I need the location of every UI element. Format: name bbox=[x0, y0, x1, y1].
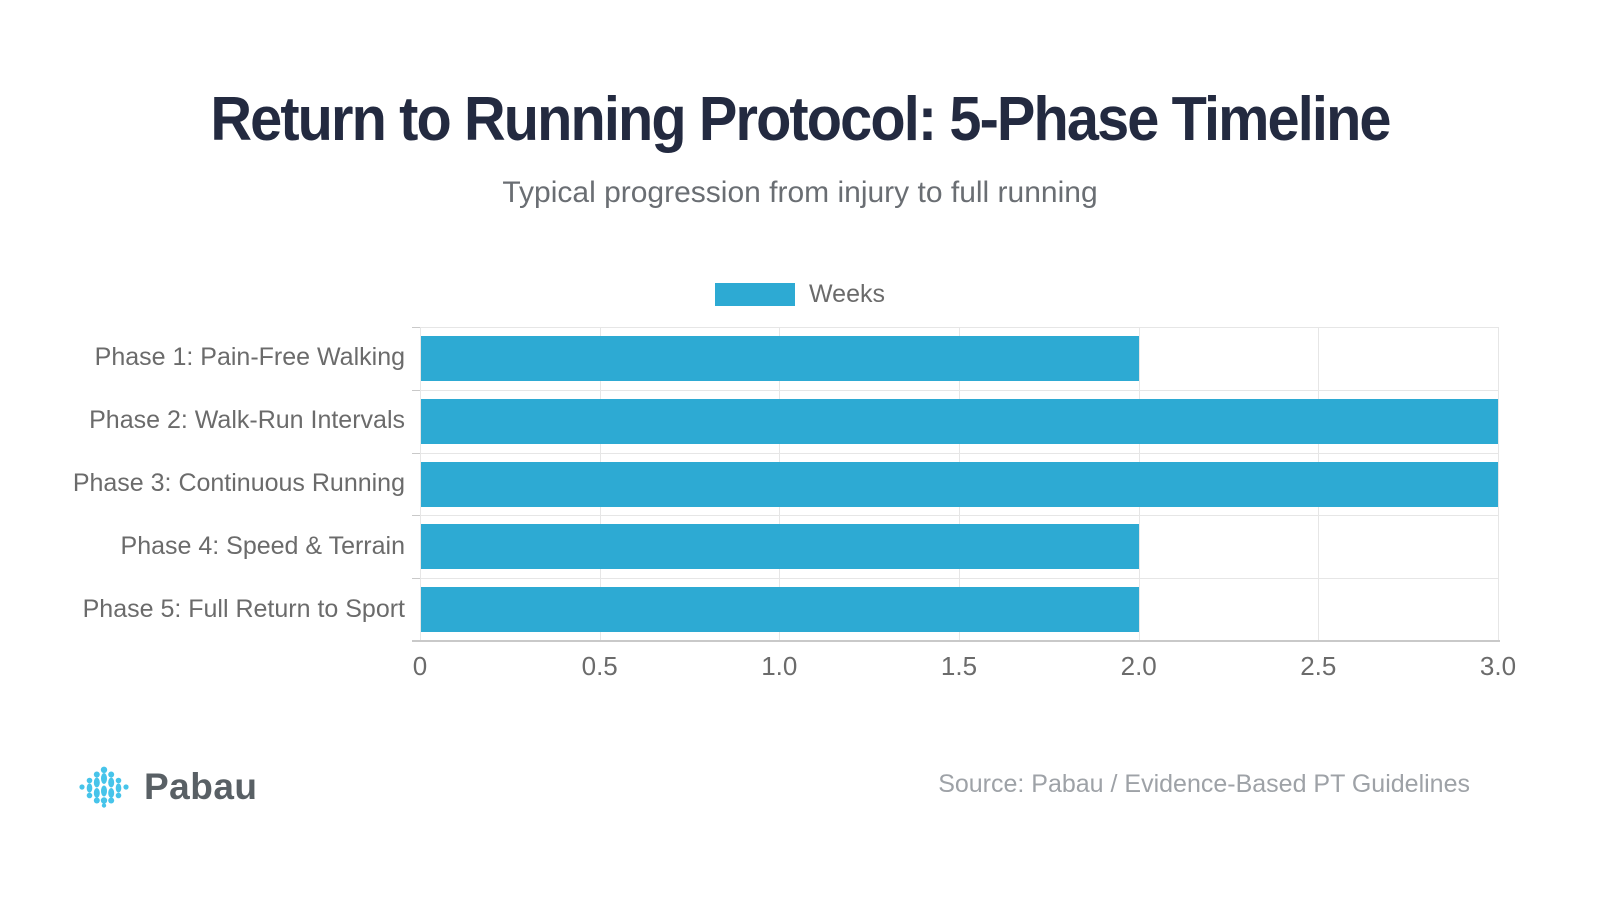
x-tick-label: 0 bbox=[412, 651, 428, 681]
gridline-horizontal bbox=[420, 515, 1498, 517]
x-axis-line bbox=[412, 640, 1500, 642]
category-label: Phase 1: Pain-Free Walking bbox=[94, 343, 405, 372]
y-axis-tick bbox=[412, 389, 420, 391]
pabau-wordmark: Pabau bbox=[144, 766, 258, 807]
gridline-horizontal bbox=[420, 578, 1498, 580]
category-label: Phase 5: Full Return to Sport bbox=[82, 594, 405, 623]
bar-1 bbox=[421, 335, 1139, 381]
bar-3 bbox=[421, 461, 1498, 507]
pabau-logo: Pabau bbox=[78, 762, 258, 812]
category-label: Phase 3: Continuous Running bbox=[72, 469, 405, 497]
y-axis-tick bbox=[412, 327, 420, 328]
y-axis-tick bbox=[412, 578, 420, 580]
category-label: Phase 4: Speed & Terrain bbox=[120, 531, 405, 560]
page-subtitle: Typical progression from injury to full … bbox=[502, 176, 1098, 209]
x-tick-label: 3.0 bbox=[1479, 651, 1517, 681]
bar-2 bbox=[421, 398, 1498, 444]
x-tick-label: 0.5 bbox=[581, 651, 618, 681]
page-title: Return to Running Protocol: 5-Phase Time… bbox=[210, 85, 1391, 154]
gridline-vertical bbox=[420, 327, 421, 641]
legend-swatch-weeks bbox=[715, 282, 796, 306]
x-tick-label: 2.5 bbox=[1300, 651, 1337, 681]
source-note: Source: Pabau / Evidence-Based PT Guidel… bbox=[938, 770, 1470, 798]
gridline-horizontal bbox=[420, 452, 1498, 454]
x-tick-label: 1.5 bbox=[940, 651, 978, 681]
gridline-horizontal bbox=[420, 389, 1498, 391]
y-axis-tick bbox=[412, 641, 420, 642]
x-tick-label: 1.0 bbox=[761, 651, 798, 681]
y-axis-tick bbox=[412, 515, 420, 517]
bar-4 bbox=[421, 524, 1139, 570]
category-label: Phase 2: Walk-Run Intervals bbox=[89, 406, 405, 435]
legend: Weeks bbox=[0, 279, 1600, 308]
pabau-droplet-icon bbox=[79, 766, 129, 808]
gridline-vertical bbox=[1498, 327, 1499, 641]
gridline-horizontal bbox=[420, 327, 1498, 328]
legend-label: Weeks bbox=[809, 279, 885, 308]
bar-5 bbox=[421, 587, 1139, 633]
x-tick-label: 2.0 bbox=[1120, 651, 1157, 681]
y-axis-tick bbox=[412, 452, 420, 454]
